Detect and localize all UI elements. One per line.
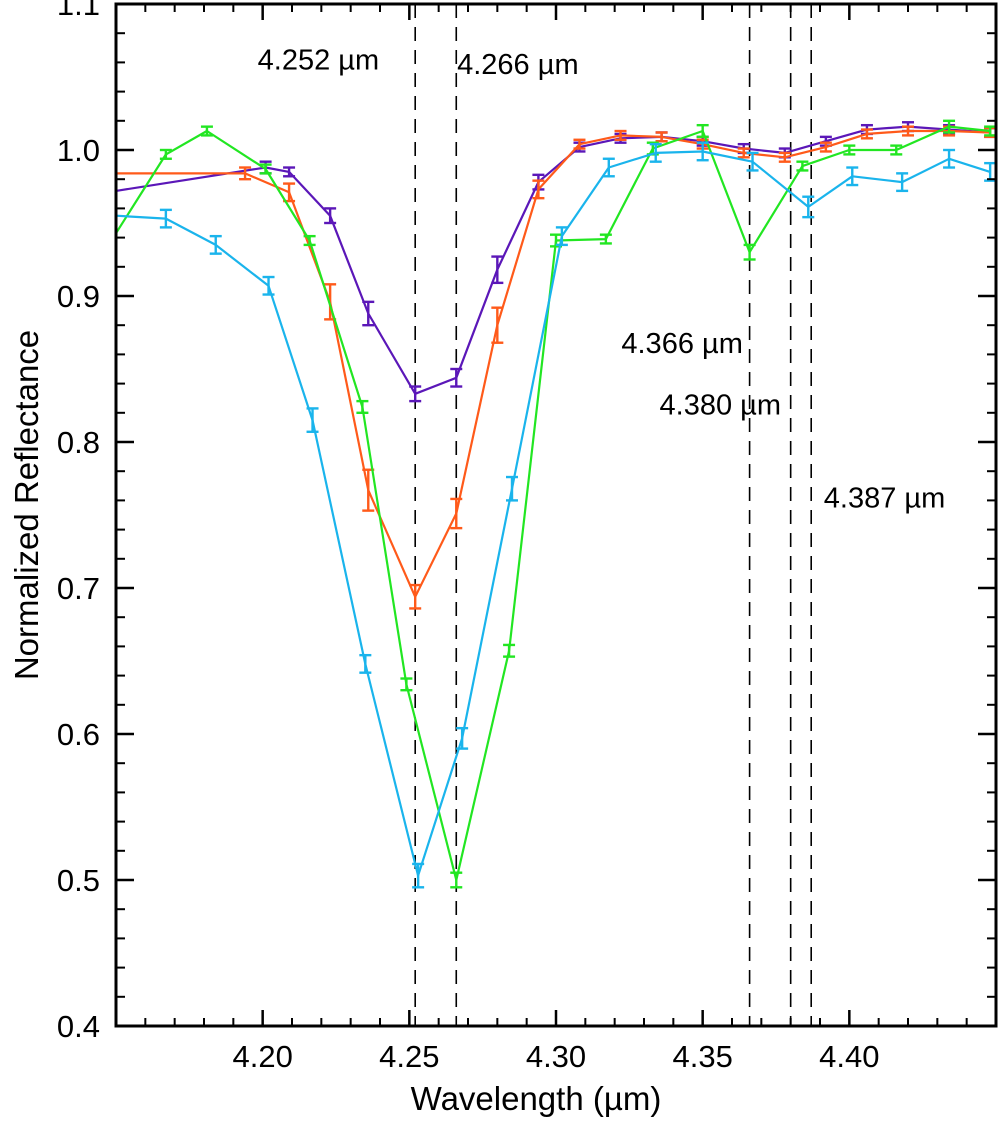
y-tick-label: 0.9 [57, 279, 100, 314]
data-point [262, 275, 275, 296]
data-point [984, 161, 997, 182]
data-point [159, 208, 172, 229]
data-point [602, 157, 615, 178]
data-point [843, 144, 856, 156]
data-point [655, 131, 668, 143]
y-tick-label: 0.5 [57, 863, 100, 898]
data-point [860, 128, 873, 140]
data-point [450, 367, 463, 388]
data-point [356, 399, 369, 414]
data-point [599, 233, 612, 245]
data-point [359, 653, 372, 674]
data-point [555, 226, 568, 247]
reference-lines [414, 4, 813, 1026]
data-point [802, 195, 815, 219]
wavelength-annotations: 4.252 µm 4.266 µm 4.366 µm 4.380 µm 4.387 µm [258, 45, 946, 515]
data-point [743, 243, 756, 261]
data-point [846, 166, 859, 187]
reference-label-2: 4.366 µm [621, 328, 743, 360]
data-point [324, 207, 337, 225]
data-point [362, 300, 375, 327]
data-point [259, 163, 272, 175]
data-point [532, 179, 545, 200]
x-axis-title: Wavelength (µm) [411, 1080, 662, 1117]
series-1 [116, 125, 997, 610]
data-point [491, 306, 504, 344]
data-point [943, 119, 956, 134]
data-point [796, 160, 809, 172]
y-axis-title: Normalized Reflectance [8, 330, 45, 680]
data-point [902, 125, 914, 137]
series-2 [115, 119, 997, 889]
data-point [450, 497, 463, 530]
data-point [303, 234, 316, 247]
y-axis-ticks: 0.4 0.5 0.6 0.7 0.8 0.9 1.0 1.1 [57, 0, 996, 1044]
data-point [200, 125, 213, 137]
data-point [409, 583, 422, 610]
data-point [614, 129, 627, 141]
data-point [890, 144, 903, 156]
data-point [283, 166, 296, 178]
data-series [115, 119, 997, 889]
data-point [159, 148, 172, 160]
series-3 [115, 141, 997, 889]
x-tick-label: 4.25 [379, 1039, 439, 1074]
data-point [506, 475, 518, 502]
x-tick-label: 4.35 [672, 1039, 732, 1074]
reference-label-3: 4.380 µm [660, 389, 782, 421]
reference-label-1: 4.266 µm [457, 49, 579, 81]
x-tick-label: 4.30 [526, 1039, 586, 1074]
data-point [573, 138, 586, 150]
reference-label-4: 4.387 µm [824, 483, 946, 515]
data-point [984, 125, 997, 137]
reference-label-0: 4.252 µm [258, 45, 380, 77]
y-tick-label: 0.4 [57, 1009, 100, 1044]
data-point [696, 123, 709, 139]
data-point [239, 166, 252, 181]
data-point [737, 147, 750, 159]
data-point [409, 385, 422, 403]
data-point [696, 141, 709, 162]
x-tick-label: 4.20 [232, 1039, 292, 1074]
y-tick-label: 1.1 [57, 0, 100, 22]
x-axis-ticks: 4.20 4.25 4.30 4.35 4.40 [144, 4, 968, 1074]
data-point [819, 141, 832, 153]
x-tick-label: 4.40 [819, 1039, 879, 1074]
data-point [778, 151, 791, 163]
data-point [412, 862, 425, 889]
data-point [649, 142, 662, 163]
data-point [400, 677, 413, 692]
y-tick-label: 1.0 [57, 133, 100, 168]
data-point [491, 255, 504, 285]
y-tick-label: 0.8 [57, 425, 100, 460]
data-point [450, 871, 463, 889]
series-line-1 [116, 129, 991, 598]
data-point [896, 172, 909, 193]
data-point [746, 151, 759, 172]
data-point [943, 148, 956, 169]
data-point [306, 407, 319, 433]
data-point [456, 726, 469, 750]
series-line-0 [115, 125, 991, 395]
data-point [503, 643, 516, 658]
y-tick-label: 0.6 [57, 717, 100, 752]
y-tick-label: 0.7 [57, 571, 100, 606]
data-point [209, 234, 222, 255]
